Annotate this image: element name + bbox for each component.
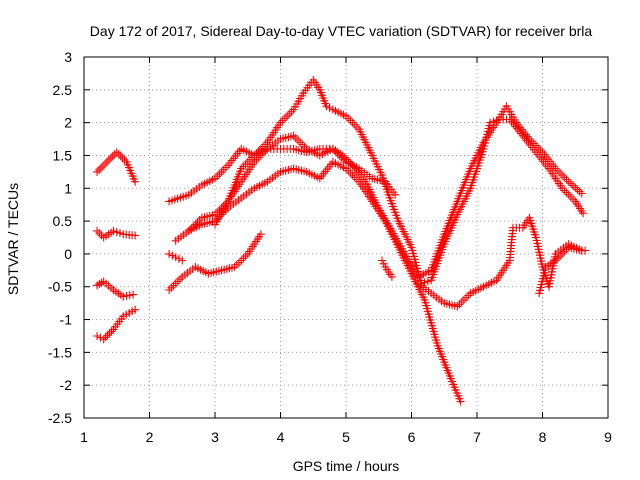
series-track-l <box>414 213 590 311</box>
data-point-markers <box>165 76 588 288</box>
data-point-markers <box>93 148 140 186</box>
series-track-a <box>93 148 140 186</box>
y-tick-label: -0.5 <box>48 279 72 295</box>
data-point-markers <box>378 256 396 281</box>
y-tick-label: 0.5 <box>53 213 73 229</box>
y-tick-label: 0 <box>64 246 72 262</box>
x-tick-label: 2 <box>146 429 154 445</box>
series-track-j <box>165 249 187 265</box>
series-track-h <box>211 144 400 229</box>
y-axis-label: SDTVAR / TECUs <box>5 183 21 295</box>
y-tick-label: -1 <box>60 312 73 328</box>
y-tick-label: 1.5 <box>53 147 73 163</box>
y-tick-label: -2.5 <box>48 410 72 426</box>
x-tick-label: 6 <box>408 429 416 445</box>
data-point-markers <box>165 230 265 294</box>
data-point-markers <box>93 226 140 242</box>
chart-title: Day 172 of 2017, Sidereal Day-to-day VTE… <box>90 23 593 39</box>
series-track-m <box>535 243 586 298</box>
series-track-c <box>93 277 138 301</box>
x-tick-label: 5 <box>342 429 350 445</box>
y-tick-label: 2.5 <box>53 82 73 98</box>
data-point-markers <box>414 213 590 311</box>
x-tick-label: 4 <box>277 429 285 445</box>
x-tick-label: 9 <box>604 429 612 445</box>
data-point-markers <box>93 305 140 344</box>
y-tick-label: 1 <box>64 180 72 196</box>
series-track-k <box>378 256 396 281</box>
x-tick-label: 3 <box>211 429 219 445</box>
series-track-e <box>165 76 588 288</box>
x-tick-label: 7 <box>473 429 481 445</box>
x-tick-label: 1 <box>80 429 88 445</box>
series-track-g <box>184 158 465 406</box>
series-track-b <box>93 226 140 242</box>
y-tick-label: 2 <box>64 115 72 131</box>
grid <box>84 57 608 418</box>
data-point-markers <box>165 249 187 265</box>
y-tick-label: -2 <box>60 377 73 393</box>
x-tick-label: 8 <box>539 429 547 445</box>
data-point-markers <box>93 277 138 301</box>
series-track-d <box>93 305 140 344</box>
series-track-i <box>165 230 265 294</box>
axis-ticks: 1 2 3 4 5 6 7 8 9 -2.5 -2 -1.5 -1 -0.5 0 0.5 1 1.5 2 2.5 3 <box>48 49 612 445</box>
y-tick-label: 3 <box>64 49 72 65</box>
data-point-markers <box>535 243 586 298</box>
data-point-markers <box>211 144 400 229</box>
y-tick-label: -1.5 <box>48 344 72 360</box>
data-marks <box>93 76 590 406</box>
data-point-markers <box>184 158 465 406</box>
x-axis-label: GPS time / hours <box>293 458 400 474</box>
